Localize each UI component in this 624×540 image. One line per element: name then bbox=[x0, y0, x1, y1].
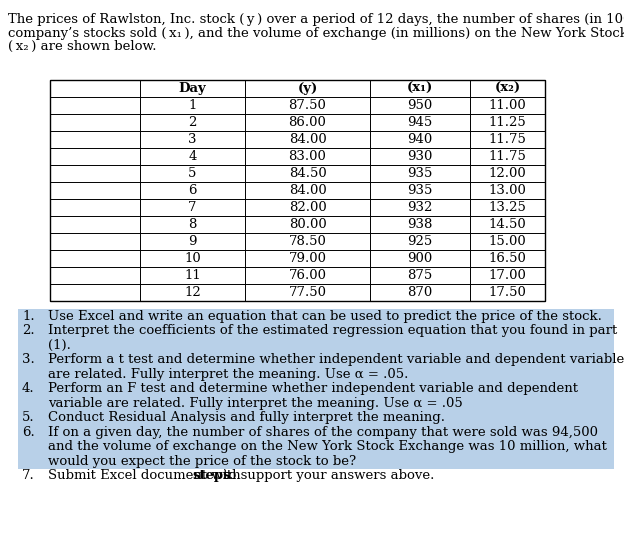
Text: The prices of Rawlston, Inc. stock ( y ) over a period of 12 days, the number of: The prices of Rawlston, Inc. stock ( y )… bbox=[8, 13, 624, 26]
Text: 935: 935 bbox=[407, 184, 432, 197]
Text: (1).: (1). bbox=[48, 339, 71, 352]
Text: 870: 870 bbox=[407, 286, 432, 299]
Text: are related. Fully interpret the meaning. Use α = .05.: are related. Fully interpret the meaning… bbox=[48, 368, 408, 381]
Text: 930: 930 bbox=[407, 150, 432, 163]
Text: 4: 4 bbox=[188, 150, 197, 163]
Text: 17.50: 17.50 bbox=[489, 286, 527, 299]
Text: 6: 6 bbox=[188, 184, 197, 197]
Text: 86.00: 86.00 bbox=[288, 116, 326, 129]
Text: 5: 5 bbox=[188, 167, 197, 180]
Text: 78.50: 78.50 bbox=[288, 235, 326, 248]
Text: and the volume of exchange on the New York Stock Exchange was 10 million, what: and the volume of exchange on the New Yo… bbox=[48, 440, 607, 453]
Text: 11.00: 11.00 bbox=[489, 99, 527, 112]
Text: to support your answers above.: to support your answers above. bbox=[219, 469, 434, 482]
Text: Perform an F test and determine whether independent variable and dependent: Perform an F test and determine whether … bbox=[48, 382, 578, 395]
Text: 9: 9 bbox=[188, 235, 197, 248]
Text: 900: 900 bbox=[407, 252, 432, 265]
Text: 932: 932 bbox=[407, 201, 432, 214]
Text: Interpret the coefficients of the estimated regression equation that you found i: Interpret the coefficients of the estima… bbox=[48, 324, 617, 338]
Text: 11: 11 bbox=[184, 269, 201, 282]
Text: 15.00: 15.00 bbox=[489, 235, 527, 248]
Text: 84.00: 84.00 bbox=[289, 184, 326, 197]
Text: 4.: 4. bbox=[22, 382, 34, 395]
Text: 87.50: 87.50 bbox=[288, 99, 326, 112]
Text: 935: 935 bbox=[407, 167, 432, 180]
Text: 1: 1 bbox=[188, 99, 197, 112]
Bar bbox=[18, 323, 614, 353]
Text: 14.50: 14.50 bbox=[489, 218, 527, 231]
Text: 950: 950 bbox=[407, 99, 432, 112]
Bar bbox=[18, 381, 614, 410]
Text: 2: 2 bbox=[188, 116, 197, 129]
Text: Conduct Residual Analysis and fully interpret the meaning.: Conduct Residual Analysis and fully inte… bbox=[48, 411, 445, 424]
Bar bbox=[50, 80, 545, 301]
Text: company’s stocks sold ( x₁ ), and the volume of exchange (in millions) on the Ne: company’s stocks sold ( x₁ ), and the vo… bbox=[8, 26, 624, 39]
Text: 17.00: 17.00 bbox=[489, 269, 527, 282]
Text: ( x₂ ) are shown below.: ( x₂ ) are shown below. bbox=[8, 40, 157, 53]
Text: If on a given day, the number of shares of the company that were sold was 94,500: If on a given day, the number of shares … bbox=[48, 426, 598, 438]
Text: 83.00: 83.00 bbox=[288, 150, 326, 163]
Text: 16.50: 16.50 bbox=[489, 252, 527, 265]
Text: 77.50: 77.50 bbox=[288, 286, 326, 299]
Text: 12.00: 12.00 bbox=[489, 167, 527, 180]
Text: (x₂): (x₂) bbox=[494, 82, 520, 95]
Text: variable are related. Fully interpret the meaning. Use α = .05: variable are related. Fully interpret th… bbox=[48, 397, 463, 410]
Text: 940: 940 bbox=[407, 133, 432, 146]
Text: (x₁): (x₁) bbox=[407, 82, 433, 95]
Text: 11.75: 11.75 bbox=[489, 150, 527, 163]
Text: steps: steps bbox=[192, 469, 231, 482]
Text: 5.: 5. bbox=[22, 411, 34, 424]
Text: 875: 875 bbox=[407, 269, 432, 282]
Text: 938: 938 bbox=[407, 218, 432, 231]
Text: 1.: 1. bbox=[22, 310, 34, 323]
Text: 84.50: 84.50 bbox=[289, 167, 326, 180]
Text: 3.: 3. bbox=[22, 353, 35, 366]
Text: 2.: 2. bbox=[22, 324, 34, 338]
Text: 8: 8 bbox=[188, 218, 197, 231]
Text: 12: 12 bbox=[184, 286, 201, 299]
Bar bbox=[18, 425, 614, 469]
Text: Submit Excel document with: Submit Excel document with bbox=[48, 469, 245, 482]
Text: 945: 945 bbox=[407, 116, 432, 129]
Text: (y): (y) bbox=[298, 82, 318, 95]
Bar bbox=[18, 410, 614, 425]
Text: 84.00: 84.00 bbox=[289, 133, 326, 146]
Text: 11.75: 11.75 bbox=[489, 133, 527, 146]
Bar bbox=[18, 309, 614, 323]
Text: 13.00: 13.00 bbox=[489, 184, 527, 197]
Text: Day: Day bbox=[178, 82, 207, 95]
Bar bbox=[18, 353, 614, 381]
Text: 76.00: 76.00 bbox=[288, 269, 326, 282]
Text: 10: 10 bbox=[184, 252, 201, 265]
Text: 82.00: 82.00 bbox=[289, 201, 326, 214]
Text: 925: 925 bbox=[407, 235, 432, 248]
Text: 80.00: 80.00 bbox=[289, 218, 326, 231]
Text: 7: 7 bbox=[188, 201, 197, 214]
Text: 13.25: 13.25 bbox=[489, 201, 527, 214]
Text: 11.25: 11.25 bbox=[489, 116, 527, 129]
Text: 3: 3 bbox=[188, 133, 197, 146]
Text: Perform a t test and determine whether independent variable and dependent variab: Perform a t test and determine whether i… bbox=[48, 353, 624, 366]
Text: Use Excel and write an equation that can be used to predict the price of the sto: Use Excel and write an equation that can… bbox=[48, 310, 602, 323]
Text: 79.00: 79.00 bbox=[288, 252, 326, 265]
Text: 6.: 6. bbox=[22, 426, 35, 438]
Text: would you expect the price of the stock to be?: would you expect the price of the stock … bbox=[48, 455, 356, 468]
Text: 7.: 7. bbox=[22, 469, 35, 482]
